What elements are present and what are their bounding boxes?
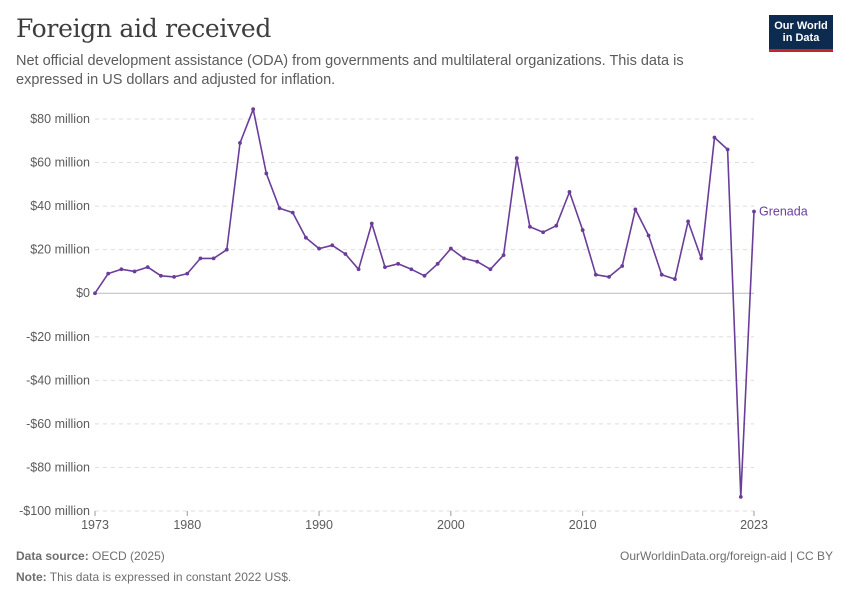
x-axis: 1973 1980 1990 2000 2010 2023: [81, 511, 768, 532]
y-tick-label: $80 million: [30, 112, 90, 126]
y-tick-label: $60 million: [30, 156, 90, 170]
data-point: [238, 141, 242, 145]
y-tick-label: -$80 million: [26, 460, 90, 474]
data-point: [646, 233, 651, 238]
data-source-value[interactable]: OECD (2025): [92, 549, 165, 563]
note-label: Note:: [16, 570, 47, 584]
data-point: [541, 230, 546, 235]
data-point: [686, 219, 690, 224]
data-point: [422, 273, 427, 278]
data-point: [554, 223, 559, 228]
series-layer: Grenada: [93, 107, 808, 499]
y-tick-label: $40 million: [30, 199, 90, 213]
x-tick-label: 2010: [569, 518, 597, 532]
data-point: [251, 107, 256, 112]
data-point: [369, 221, 374, 226]
data-point: [356, 267, 361, 272]
data-point: [172, 274, 176, 279]
data-point: [159, 273, 163, 278]
data-point: [580, 228, 585, 232]
data-point: [119, 267, 124, 272]
data-point: [448, 246, 453, 251]
chart-subtitle: Net official development assistance (ODA…: [16, 53, 684, 88]
logo-line-1: Our World: [774, 20, 828, 32]
data-point: [488, 267, 493, 272]
data-point: [93, 291, 97, 296]
data-point: [712, 135, 717, 140]
data-point: [501, 253, 506, 258]
data-point: [475, 259, 480, 264]
x-tick-label: 1990: [305, 518, 333, 532]
data-point: [317, 246, 321, 251]
data-point: [277, 206, 282, 211]
data-point: [659, 272, 664, 277]
data-point: [198, 256, 203, 261]
x-tick-label: 1980: [173, 518, 201, 532]
data-point: [673, 277, 677, 281]
data-point: [699, 256, 704, 261]
data-point: [303, 235, 308, 240]
y-tick-label: -$60 million: [26, 417, 90, 431]
data-point: [620, 264, 625, 268]
data-point: [106, 271, 111, 276]
note-value: This data is expressed in constant 2022 …: [49, 570, 292, 584]
series-label: Grenada: [759, 205, 808, 219]
data-point: [725, 147, 730, 152]
x-tick-label: 2023: [740, 518, 768, 532]
data-point: [567, 190, 572, 194]
data-point: [145, 265, 150, 269]
x-tick-label: 1973: [81, 518, 109, 532]
y-tick-label: $20 million: [30, 243, 90, 257]
data-point: [290, 210, 295, 215]
data-point: [528, 224, 532, 229]
chart-note: Note: This data is expressed in constant…: [16, 570, 291, 584]
data-point: [330, 243, 335, 248]
y-tick-label: $0: [76, 286, 90, 300]
data-point: [738, 494, 743, 499]
data-point: [132, 269, 137, 274]
data-source-label: Data source:: [16, 549, 89, 563]
data-point: [607, 274, 611, 279]
data-point: [752, 209, 756, 214]
owid-logo[interactable]: Our World in Data: [769, 15, 833, 52]
chart-title: Foreign aid received: [16, 14, 272, 43]
data-point: [211, 256, 216, 261]
y-axis-tick-labels: $80 million $60 million $40 million $20 mil…: [19, 112, 90, 518]
data-point: [633, 207, 638, 212]
data-point: [462, 256, 466, 261]
data-source: Data source: OECD (2025): [16, 549, 165, 563]
attribution-link[interactable]: OurWorldinData.org/foreign-aid | CC BY: [620, 549, 833, 563]
y-tick-label: -$100 million: [19, 504, 90, 518]
data-point: [224, 247, 229, 252]
data-point: [396, 261, 401, 266]
data-point: [409, 267, 414, 272]
data-point: [264, 171, 269, 176]
series-line-grenada: [94, 108, 755, 498]
logo-line-2: in Data: [782, 32, 820, 44]
data-point: [383, 265, 387, 269]
data-point: [514, 156, 519, 161]
gridlines: [95, 118, 754, 512]
y-tick-label: -$20 million: [26, 330, 90, 344]
data-point: [185, 271, 190, 276]
data-point: [435, 261, 440, 266]
data-point: [593, 272, 598, 277]
data-point: [343, 252, 348, 256]
x-tick-label: 2000: [437, 518, 465, 532]
y-tick-label: -$40 million: [26, 373, 90, 387]
